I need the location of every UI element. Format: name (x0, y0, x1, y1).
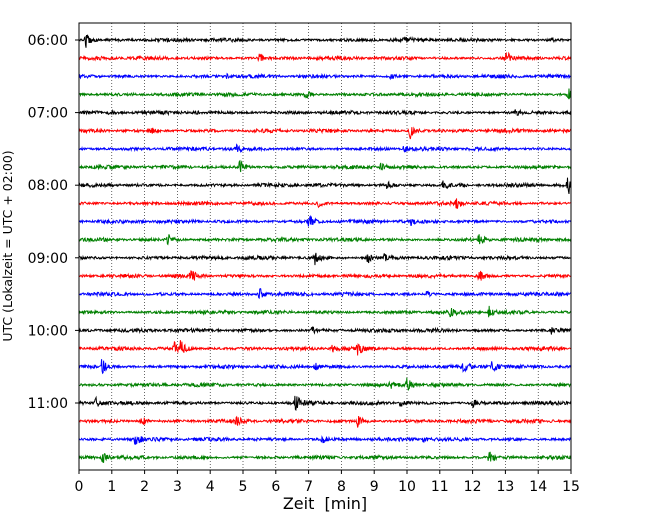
seismogram-trace (78, 234, 572, 246)
seismogram-trace (78, 359, 572, 375)
x-tick-label: 8 (337, 479, 346, 495)
x-tick-label: 15 (562, 479, 580, 495)
seismogram-trace (78, 415, 572, 428)
seismogram-trace (78, 214, 572, 227)
y-tick-label: 11:00 (28, 396, 68, 412)
y-tick-label: 08:00 (28, 178, 68, 194)
seismogram-trace (78, 435, 572, 445)
seismogram-trace (78, 108, 572, 117)
y-tick-label: 10:00 (28, 323, 68, 339)
seismogram-trace (78, 395, 572, 412)
seismogram-trace (78, 34, 572, 48)
x-axis: 0 1 2 3 4 5 6 7 8 9 10 11 12 13 14 15 (75, 470, 580, 495)
x-tick-label: 4 (206, 479, 215, 495)
grid-layer (111, 23, 539, 470)
seismogram-trace (78, 159, 572, 173)
x-tick-label: 1 (107, 479, 116, 495)
seismogram-trace (78, 340, 572, 356)
x-tick-label: 6 (271, 479, 280, 495)
seismogram-trace (78, 143, 572, 153)
x-tick-label: 3 (173, 479, 182, 495)
y-tick-label: 09:00 (28, 251, 68, 267)
seismogram-trace (78, 51, 572, 63)
x-tick-label: 7 (304, 479, 313, 495)
trace-layer (78, 34, 572, 463)
y-axis: 06:00 07:00 08:00 09:00 10:00 11:00 (28, 33, 79, 412)
seismogram-trace (78, 198, 572, 209)
seismogram-trace (78, 177, 572, 195)
x-tick-label: 12 (464, 479, 482, 495)
y-axis-label: UTC (Lokalzeit = UTC + 02:00) (0, 150, 15, 341)
seismogram-trace (78, 252, 572, 266)
x-tick-label: 11 (431, 479, 449, 495)
seismogram-trace (78, 287, 572, 299)
seismogram-trace (78, 326, 572, 335)
seismogram-trace (78, 305, 572, 318)
x-tick-label: 5 (239, 479, 248, 495)
seismogram-trace (78, 88, 572, 100)
x-tick-label: 9 (370, 479, 379, 495)
seismogram-trace (78, 451, 572, 463)
seismogram-trace (78, 72, 572, 81)
x-tick-label: 0 (75, 479, 84, 495)
plot-frame (78, 22, 572, 471)
x-tick-label: 2 (140, 479, 149, 495)
x-tick-label: 10 (398, 479, 416, 495)
x-tick-label: 13 (496, 479, 514, 495)
x-tick-label: 14 (529, 479, 547, 495)
seismogram-trace (78, 377, 572, 391)
seismogram-trace (78, 126, 572, 140)
y-tick-label: 06:00 (28, 33, 68, 49)
y-tick-label: 07:00 (28, 106, 68, 122)
x-axis-label: Zeit [min] (283, 494, 367, 513)
seismogram-trace (78, 270, 572, 282)
